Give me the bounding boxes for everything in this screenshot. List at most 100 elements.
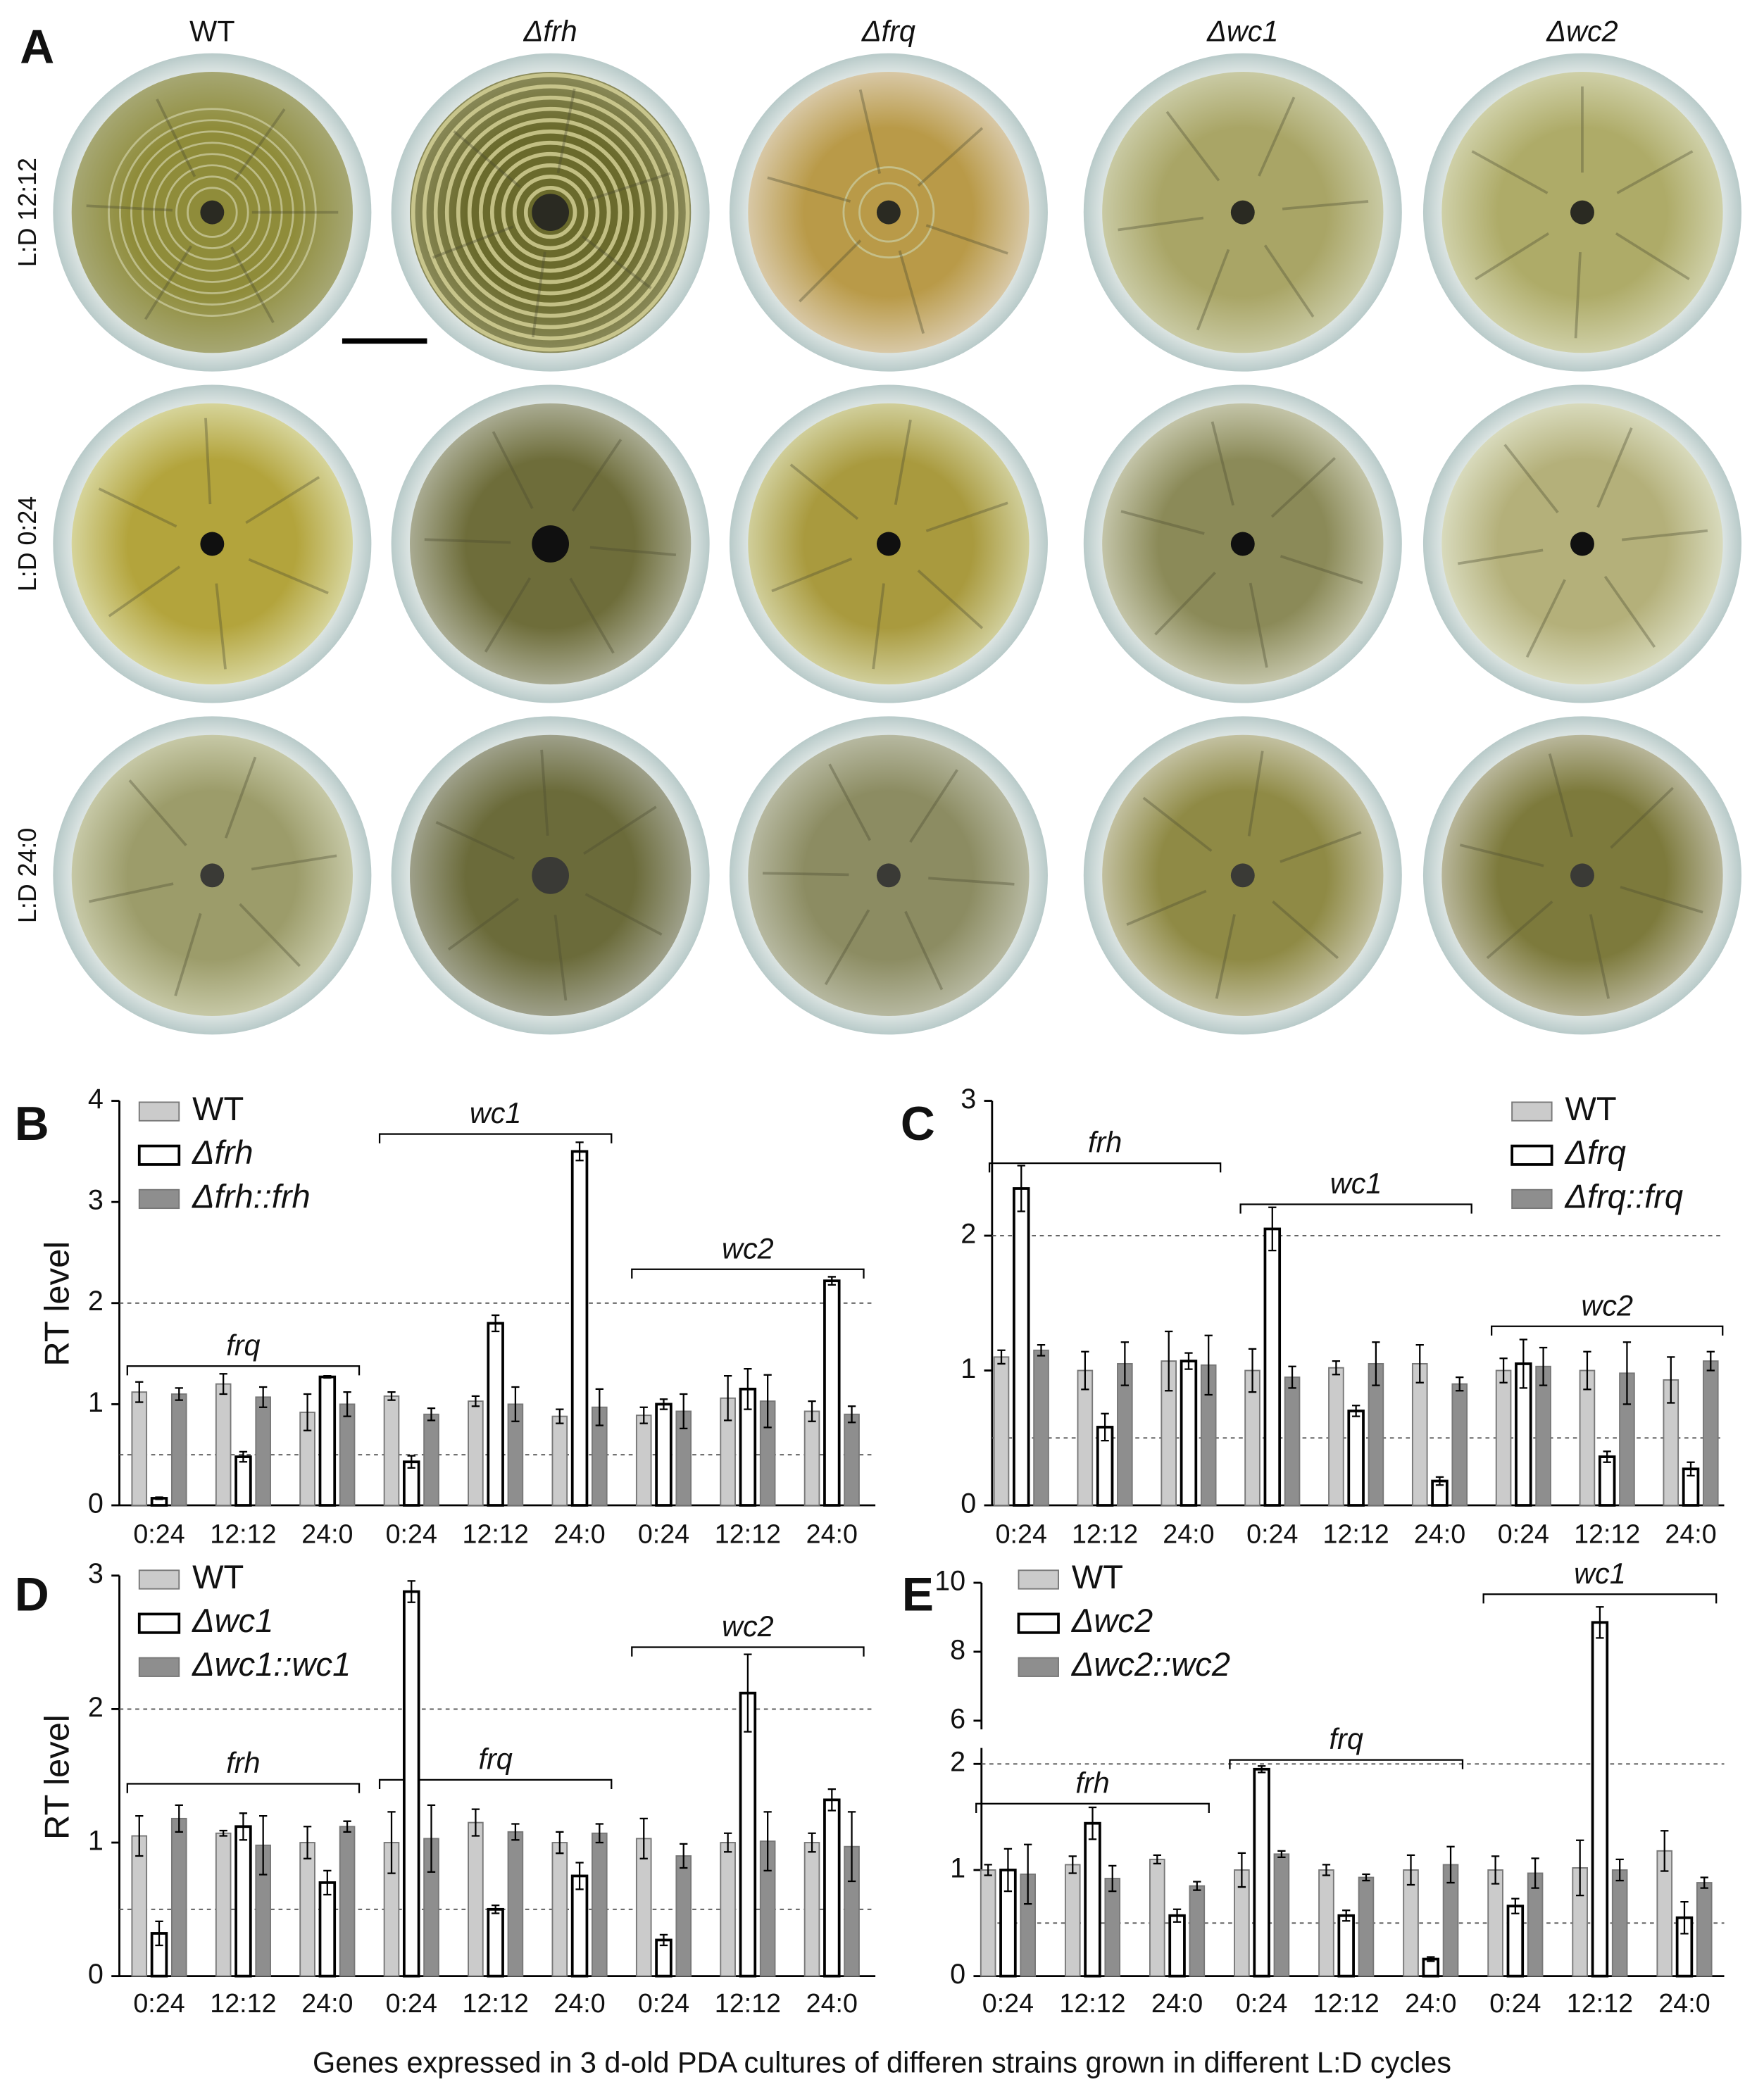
error-bar [575, 1862, 584, 1890]
error-bar [847, 1405, 856, 1424]
bar [339, 1403, 356, 1506]
error-bar [1519, 1338, 1527, 1389]
growth-ring [108, 108, 317, 317]
error-bar [595, 1388, 603, 1426]
error-bar [1101, 1412, 1109, 1442]
hyphal-streak [925, 224, 1008, 255]
bar [403, 1590, 420, 1978]
bar [131, 1391, 148, 1506]
bar [1013, 1187, 1030, 1507]
error-bar [219, 1829, 227, 1837]
hyphal-streak [1126, 889, 1207, 927]
panel-label: D [15, 1569, 49, 1621]
bar [1696, 1882, 1713, 1977]
legend-label: Δwc1 [192, 1602, 273, 1639]
colony-center [200, 200, 225, 225]
bar [1328, 1367, 1344, 1506]
group-label: wc2 [1581, 1288, 1633, 1322]
bar [1263, 1227, 1282, 1507]
error-bar [659, 1398, 668, 1410]
hyphal-streak [98, 487, 177, 528]
error-bar [219, 1373, 227, 1395]
bar [468, 1821, 484, 1977]
hyphal-streak [767, 176, 851, 203]
bar [803, 1410, 820, 1506]
error-bar [343, 1391, 351, 1417]
x-tick-label: 24:0 [806, 1988, 858, 2018]
bar [1702, 1360, 1719, 1506]
bar [1253, 1767, 1270, 1978]
hyphal-streak [1280, 831, 1362, 863]
error-bar [847, 1811, 856, 1883]
group-label: frq [478, 1742, 512, 1775]
error-bar [659, 1933, 668, 1947]
bar [823, 1279, 841, 1507]
hyphal-streak [1621, 529, 1708, 541]
error-bar [1088, 1806, 1097, 1840]
hyphal-streak [898, 250, 925, 334]
x-tick-label: 12:12 [715, 1988, 781, 2018]
error-bar [1332, 1360, 1341, 1376]
error-bar [239, 1450, 248, 1463]
y-tick-label: 2 [950, 1747, 965, 1778]
error-bar [1435, 1476, 1444, 1486]
hyphal-streak [432, 225, 514, 259]
bar [655, 1403, 673, 1507]
x-tick-label: 0:24 [133, 1519, 184, 1548]
hyphal-streak [925, 501, 1008, 532]
y-tick-label: 1 [961, 1353, 976, 1384]
error-bar [997, 1349, 1006, 1365]
hyphal-streak [1120, 510, 1205, 535]
error-bar [827, 1276, 836, 1286]
hyphal-streak [1272, 901, 1339, 960]
hyphal-streak [1263, 244, 1315, 318]
error-bar [1165, 1330, 1173, 1392]
group-label: frq [1330, 1722, 1363, 1755]
error-bar [680, 1393, 688, 1429]
column-label: Δfrh [523, 14, 577, 47]
x-tick-label: 0:24 [996, 1519, 1047, 1548]
legend-swatch [137, 1144, 181, 1166]
bar [468, 1400, 484, 1506]
bar [1598, 1455, 1616, 1507]
y-axis-title: RT level [39, 1714, 77, 1840]
hyphal-streak [1525, 579, 1566, 658]
error-bar [1277, 1850, 1286, 1859]
panel-label: A [20, 21, 54, 74]
x-tick-label: 24:0 [1151, 1988, 1203, 2018]
error-bar [407, 1580, 415, 1603]
column-label: Δwc1 [1206, 14, 1278, 47]
error-bar [1268, 1206, 1277, 1252]
error-bar [427, 1407, 436, 1422]
growth-ring [444, 106, 656, 318]
hyphal-streak [224, 756, 257, 839]
hyphal-streak [1247, 751, 1264, 836]
hyphal-streak [531, 251, 546, 338]
error-bar [1037, 1343, 1046, 1357]
legend-label: Δfrh [192, 1134, 254, 1171]
y-axis-title: RT level [39, 1241, 77, 1367]
hyphal-streak [909, 769, 958, 843]
group-label: wc2 [722, 1610, 774, 1643]
x-tick-label: 24:0 [553, 1519, 605, 1548]
error-bar [639, 1406, 648, 1424]
error-bar [1237, 1852, 1246, 1888]
hyphal-streak [894, 419, 912, 506]
x-tick-label: 0:24 [638, 1519, 689, 1548]
hyphal-streak [144, 245, 193, 320]
hyphal-streak [248, 558, 329, 595]
bar [635, 1414, 652, 1506]
growth-ring [433, 95, 668, 330]
error-bar [1583, 1350, 1591, 1391]
error-bar [471, 1395, 480, 1407]
hyphal-streak [239, 903, 301, 967]
y-tick-label: 3 [88, 1558, 104, 1589]
bar [299, 1842, 315, 1977]
y-tick-label: 2 [88, 1692, 104, 1723]
error-bar [1068, 1855, 1077, 1874]
bar [507, 1831, 524, 1977]
bar [1273, 1853, 1290, 1977]
hyphal-streak [156, 98, 196, 177]
colony-center [876, 532, 901, 556]
error-bar [827, 1788, 836, 1812]
